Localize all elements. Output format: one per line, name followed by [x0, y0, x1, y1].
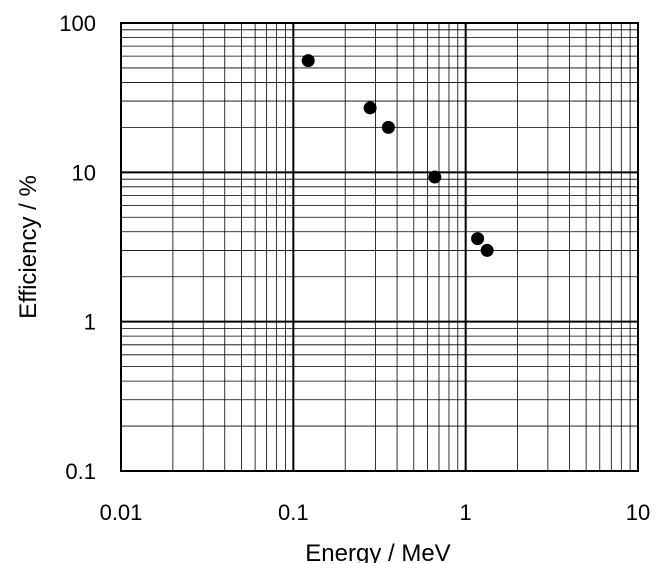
x-tick-labels: 0.01 0.1 1 10 — [100, 500, 651, 525]
x-tick-label: 1 — [460, 500, 472, 525]
y-tick-label: 100 — [59, 11, 96, 36]
y-axis-label: Efficiency / % — [15, 175, 42, 319]
data-points — [301, 54, 494, 257]
y-tick-label: 1 — [84, 310, 96, 335]
data-point — [480, 243, 494, 257]
data-point — [381, 120, 395, 134]
x-axis-label: Energy / MeV — [305, 540, 450, 563]
x-tick-label: 10 — [626, 500, 650, 525]
plot-frame — [120, 22, 639, 472]
x-tick-label: 0.01 — [100, 500, 143, 525]
y-tick-label: 10 — [72, 160, 96, 185]
data-point — [471, 232, 485, 246]
data-point — [301, 54, 315, 68]
x-tick-label: 0.1 — [278, 500, 309, 525]
y-tick-labels: 0.1 1 10 100 — [59, 11, 96, 484]
data-point — [363, 101, 377, 115]
grid-major — [121, 23, 638, 471]
data-point — [428, 170, 442, 184]
grid-minor — [121, 23, 638, 471]
y-tick-label: 0.1 — [65, 459, 96, 484]
